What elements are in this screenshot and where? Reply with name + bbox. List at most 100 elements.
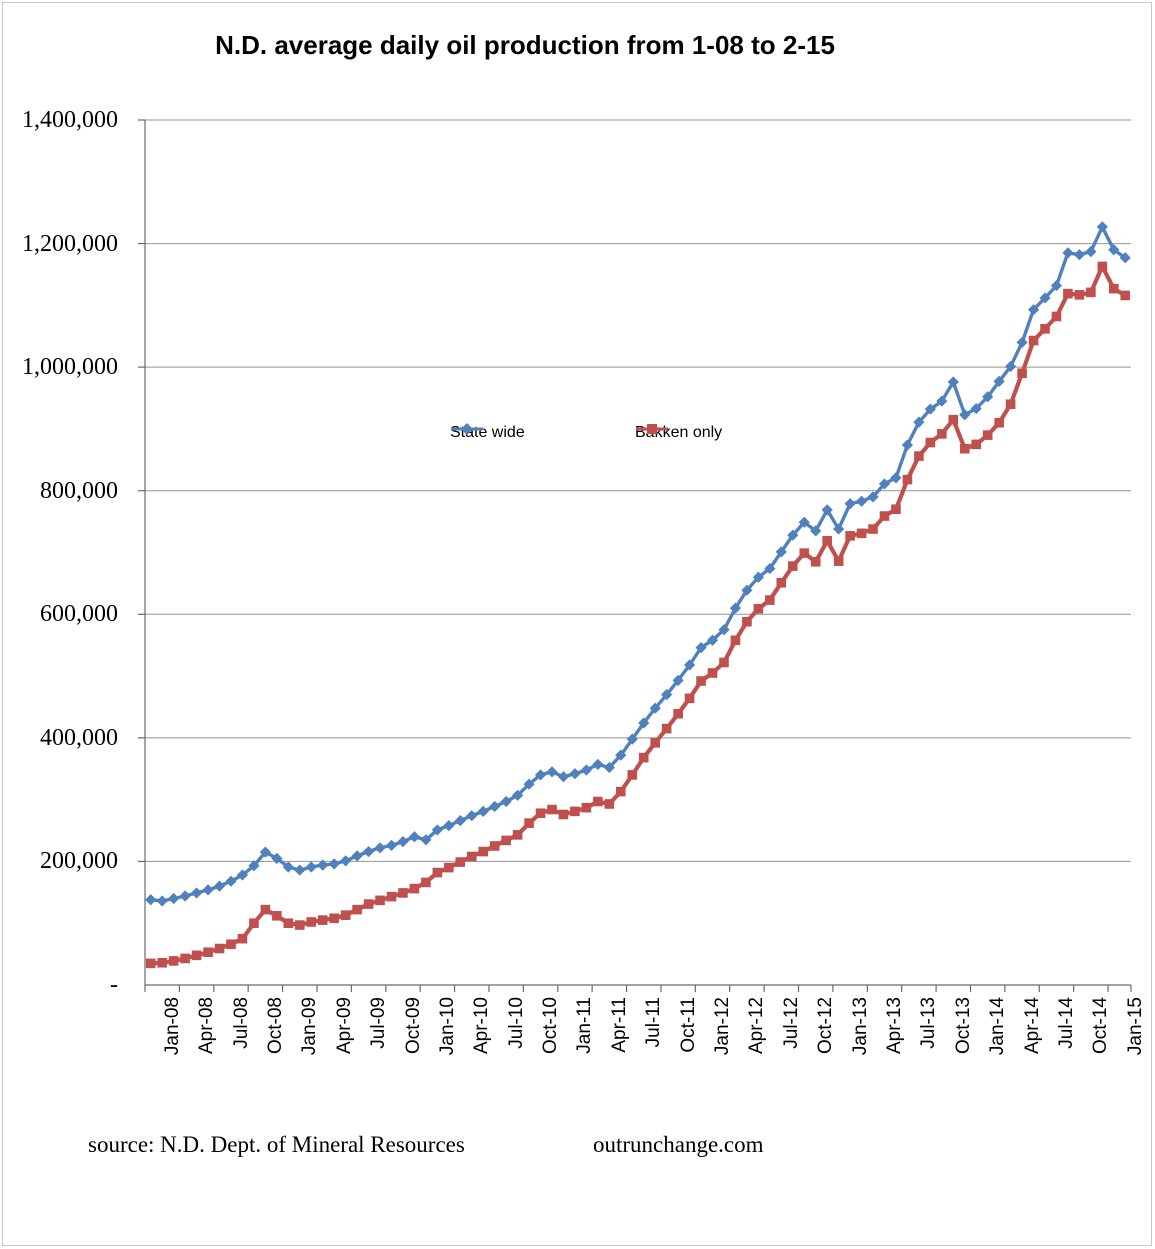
data-point-bakken — [1028, 335, 1039, 346]
data-point-bakken — [1017, 368, 1027, 379]
data-point-bakken — [306, 917, 317, 927]
data-point-statewide — [248, 860, 260, 872]
data-point-bakken — [386, 891, 397, 902]
data-point-statewide — [833, 523, 845, 535]
y-tick-label: 800,000 — [40, 477, 118, 504]
data-point-bakken — [1051, 311, 1062, 322]
x-tick-label: Apr-14 — [1021, 997, 1043, 1055]
data-point-bakken — [272, 911, 282, 921]
data-point-statewide — [454, 815, 466, 827]
data-point-bakken — [673, 708, 683, 719]
data-point-statewide — [523, 778, 535, 790]
data-point-statewide — [1039, 292, 1051, 304]
x-tick-label: Jul-08 — [230, 997, 252, 1049]
data-point-bakken — [398, 888, 408, 898]
x-tick-label: Oct-09 — [402, 997, 424, 1055]
data-point-statewide — [500, 795, 512, 808]
data-point-bakken — [180, 953, 190, 964]
data-point-bakken — [719, 657, 729, 668]
legend-item-statewide: State wide — [450, 422, 525, 444]
data-point-statewide — [443, 819, 455, 832]
series-line-statewide — [150, 225, 1127, 903]
y-tick-label: 200,000 — [40, 848, 118, 875]
data-point-statewide — [1016, 336, 1028, 349]
data-point-statewide — [145, 894, 157, 906]
data-point-bakken — [455, 857, 466, 867]
data-point-bakken — [249, 918, 259, 929]
data-point-statewide — [385, 839, 398, 851]
data-point-statewide — [305, 861, 317, 873]
data-point-bakken — [765, 595, 775, 605]
x-tick-label: Jan-09 — [299, 997, 321, 1056]
data-point-statewide — [557, 771, 570, 783]
data-point-bakken — [776, 577, 787, 588]
data-point-statewide — [695, 642, 707, 654]
data-point-bakken — [925, 437, 936, 448]
data-point-bakken — [661, 723, 672, 734]
data-point-bakken — [1074, 290, 1085, 300]
data-point-bakken — [535, 808, 546, 819]
data-point-bakken — [444, 862, 454, 873]
data-point-bakken — [203, 947, 213, 958]
data-point-bakken — [340, 910, 351, 920]
x-tick-label: Jul-10 — [505, 997, 527, 1049]
x-tick-label: Jul-14 — [1056, 997, 1077, 1049]
data-point-statewide — [225, 875, 237, 887]
data-point-bakken — [260, 904, 271, 915]
data-point-bakken — [421, 877, 431, 888]
data-point-bakken — [409, 883, 420, 894]
data-point-statewide — [741, 584, 753, 596]
data-point-statewide — [592, 758, 604, 771]
data-point-statewide — [1062, 247, 1074, 259]
source-text: source: N.D. Dept. of Mineral Resources — [88, 1132, 465, 1157]
data-point-statewide — [328, 858, 340, 870]
data-point-statewide — [890, 472, 902, 484]
data-point-statewide — [408, 831, 421, 843]
data-point-statewide — [867, 491, 879, 503]
data-point-bakken — [1109, 283, 1119, 294]
legend-item-bakken: Bakken only — [635, 422, 722, 444]
data-point-bakken — [237, 933, 248, 944]
data-point-statewide — [764, 562, 776, 575]
data-point-bakken — [696, 676, 706, 686]
data-point-bakken — [638, 752, 649, 763]
x-tick-label: Apr-09 — [333, 997, 355, 1055]
data-point-statewide — [489, 800, 501, 813]
data-point-bakken — [145, 958, 156, 969]
data-point-statewide — [683, 659, 696, 671]
data-point-statewide — [466, 810, 478, 822]
x-tick-label: Jan-12 — [712, 997, 734, 1056]
data-point-statewide — [294, 864, 306, 876]
data-point-bakken — [168, 956, 179, 966]
y-tick-label: 1,400,000 — [22, 107, 118, 133]
data-point-bakken — [833, 556, 844, 566]
data-point-statewide — [661, 689, 673, 701]
data-point-bakken — [810, 556, 821, 567]
data-point-statewide — [936, 395, 948, 407]
chart-title: N.D. average daily oil production from 1… — [215, 30, 835, 60]
data-point-bakken — [1086, 287, 1096, 298]
x-tick-label: Apr-08 — [196, 997, 218, 1055]
data-point-bakken — [1097, 261, 1108, 272]
data-point-statewide — [855, 495, 868, 507]
data-point-bakken — [294, 920, 305, 930]
statewide-legend-marker-icon — [451, 423, 483, 435]
data-point-statewide — [190, 887, 203, 899]
bakken-legend-marker-icon — [636, 424, 668, 434]
data-point-statewide — [947, 376, 959, 388]
x-tick-label: Oct-08 — [264, 997, 286, 1055]
data-point-bakken — [214, 943, 225, 954]
data-point-statewide — [546, 766, 558, 778]
data-point-statewide — [512, 789, 524, 801]
y-tick-label: 1,000,000 — [22, 354, 118, 381]
data-point-statewide — [787, 529, 799, 541]
data-point-statewide — [878, 478, 891, 490]
data-point-statewide — [798, 516, 810, 528]
data-point-bakken — [524, 818, 534, 828]
data-point-statewide — [1108, 244, 1120, 256]
data-point-statewide — [993, 375, 1005, 387]
data-point-statewide — [959, 409, 971, 421]
y-tick-label: - — [110, 972, 118, 998]
